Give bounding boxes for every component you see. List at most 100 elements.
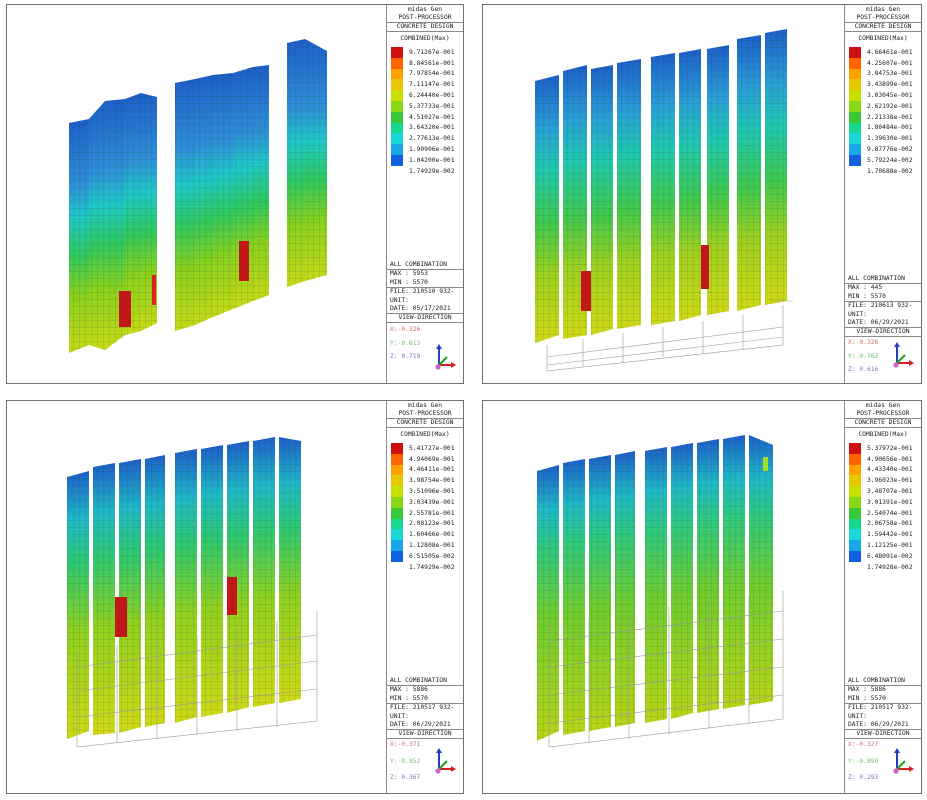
legend-info-block: ALL COMBINATION MAX : 5886 MIN : 5570 FI… — [387, 677, 463, 783]
min-label: MIN : 5570 — [390, 278, 428, 286]
file-label: FILE: 210517 932- — [387, 703, 463, 712]
combination-label: ALL COMBINATION — [848, 677, 905, 684]
min-label: MIN : 5570 — [848, 292, 886, 300]
legend-swatch — [391, 518, 403, 530]
view-z-label: Z: 0.293 — [848, 774, 879, 782]
legend-swatch — [849, 144, 861, 155]
file-label: FILE: 210517 932- — [845, 703, 921, 712]
view-x-label: X:-0.371 — [390, 741, 421, 749]
legend-swatch — [391, 47, 403, 58]
min-label: MIN : 5570 — [390, 694, 428, 702]
legend-value: 3.48707e-001 — [867, 488, 913, 496]
legend-swatch — [391, 90, 403, 101]
legend-swatch — [849, 57, 861, 69]
legend-swatch — [849, 111, 861, 123]
model-view-2[interactable] — [483, 5, 847, 384]
legend-swatch — [391, 486, 403, 497]
legend-module: POST-PROCESSOR — [387, 410, 463, 419]
legend-app-name: midas Gen — [407, 6, 443, 13]
legend-value: 2.06758e-001 — [867, 520, 913, 528]
legend-value: 1.39630e-001 — [867, 135, 913, 143]
legend-design-type: CONCRETE DESIGN — [387, 23, 463, 32]
legend-swatch — [391, 79, 403, 91]
structure-walls-2 — [535, 29, 793, 372]
legend-swatch — [849, 90, 861, 101]
legend-value: 3.51096e-001 — [409, 488, 455, 496]
legend-value: 1.74929e-002 — [409, 167, 455, 175]
legend-result-type: COMBINED(Max) — [858, 431, 908, 438]
legend-swatch — [849, 464, 861, 476]
unit-label: UNIT: — [848, 712, 867, 720]
legend-value: 6.48091e-002 — [867, 552, 913, 560]
axis-triad-icon — [435, 344, 456, 370]
legend-swatch — [849, 540, 861, 551]
legend-panel-4: midas Gen POST-PROCESSOR CONCRETE DESIGN… — [844, 401, 921, 793]
legend-value: 5.79224e-002 — [867, 156, 913, 164]
legend-value: 2.54074e-001 — [867, 509, 913, 517]
legend-value: 1.59442e-001 — [867, 531, 913, 539]
max-label: MAX : 5953 — [387, 269, 463, 278]
legend-value: 3.64320e-001 — [409, 124, 455, 132]
legend-swatch — [391, 475, 403, 487]
legend-swatch — [391, 443, 403, 454]
legend-value: 9.71267e-001 — [409, 48, 455, 56]
foundation-wireframe — [76, 611, 318, 748]
legend-swatch — [849, 475, 861, 487]
legend-swatch — [849, 551, 861, 562]
legend-info-block: ALL COMBINATION MAX : 5953 MIN : 5570 FI… — [387, 261, 463, 362]
result-panel-3: midas Gen POST-PROCESSOR CONCRETE DESIGN… — [6, 400, 464, 794]
view-x-label: X:-0.327 — [848, 741, 879, 749]
legend-color-scale: 5.41727e-001 4.94069e-001 4.46411e-001 3… — [387, 443, 463, 583]
legend-swatch — [849, 453, 861, 465]
structure-walls-3 — [67, 437, 318, 748]
model-view-3[interactable] — [7, 401, 389, 794]
model-view-4[interactable] — [483, 401, 847, 794]
foundation-wireframe — [546, 300, 793, 372]
legend-value: 2.21338e-001 — [867, 113, 913, 121]
legend-module: POST-PROCESSOR — [387, 14, 463, 23]
legend-app-name: midas Gen — [865, 6, 901, 13]
legend-value: 1.60466e-001 — [409, 531, 455, 539]
legend-value: 3.03045e-001 — [867, 92, 913, 100]
legend-value: 1.04200e-001 — [409, 156, 455, 164]
view-y-label: Y:-0.899 — [848, 757, 879, 765]
legend-swatch — [849, 122, 861, 134]
legend-swatch — [849, 155, 861, 166]
legend-swatch — [391, 453, 403, 465]
legend-swatch — [391, 57, 403, 69]
view-y-label: Y:-0.852 — [390, 757, 421, 765]
legend-app-name: midas Gen — [865, 402, 901, 409]
legend-value: 6.24440e-001 — [409, 92, 455, 100]
legend-value: 3.01391e-001 — [867, 498, 913, 506]
view-y-label: Y:-0.762 — [848, 352, 879, 360]
result-panel-2: midas Gen POST-PROCESSOR CONCRETE DESIGN… — [482, 4, 922, 384]
legend-swatch — [391, 68, 403, 80]
legend-color-scale: 5.37972e-001 4.90656e-001 4.43340e-001 3… — [845, 443, 921, 583]
legend-value: 5.41727e-001 — [409, 444, 455, 452]
legend-panel-2: midas Gen POST-PROCESSOR CONCRETE DESIGN… — [844, 5, 921, 383]
legend-value: 2.62192e-001 — [867, 102, 913, 110]
legend-design-type: CONCRETE DESIGN — [845, 23, 921, 32]
date-label: DATE: 06/29/2021 — [848, 319, 909, 327]
max-label: MAX : 445 — [845, 283, 921, 292]
legend-swatch — [391, 551, 403, 562]
legend-swatch — [849, 79, 861, 91]
view-x-label: X:-0.326 — [390, 326, 421, 334]
view-z-label: Z: 0.616 — [848, 366, 879, 374]
legend-value: 4.43340e-001 — [867, 466, 913, 474]
legend-module: POST-PROCESSOR — [845, 14, 921, 23]
axis-triad-icon — [893, 342, 914, 368]
file-label: FILE: 210510 932- — [387, 287, 463, 296]
legend-value: 3.98754e-001 — [409, 477, 455, 485]
legend-value: 6.51505e-002 — [409, 552, 455, 560]
legend-value: 4.46411e-001 — [409, 466, 455, 474]
legend-swatch — [849, 518, 861, 530]
legend-value: 8.84561e-001 — [409, 59, 455, 67]
legend-value: 2.55781e-001 — [409, 509, 455, 517]
legend-value: 3.84753e-001 — [867, 70, 913, 78]
view-y-label: Y:-0.613 — [390, 339, 421, 347]
legend-swatch — [391, 111, 403, 123]
model-view-1[interactable] — [7, 5, 389, 384]
foundation-wireframe — [548, 591, 784, 748]
legend-swatch — [391, 540, 403, 551]
